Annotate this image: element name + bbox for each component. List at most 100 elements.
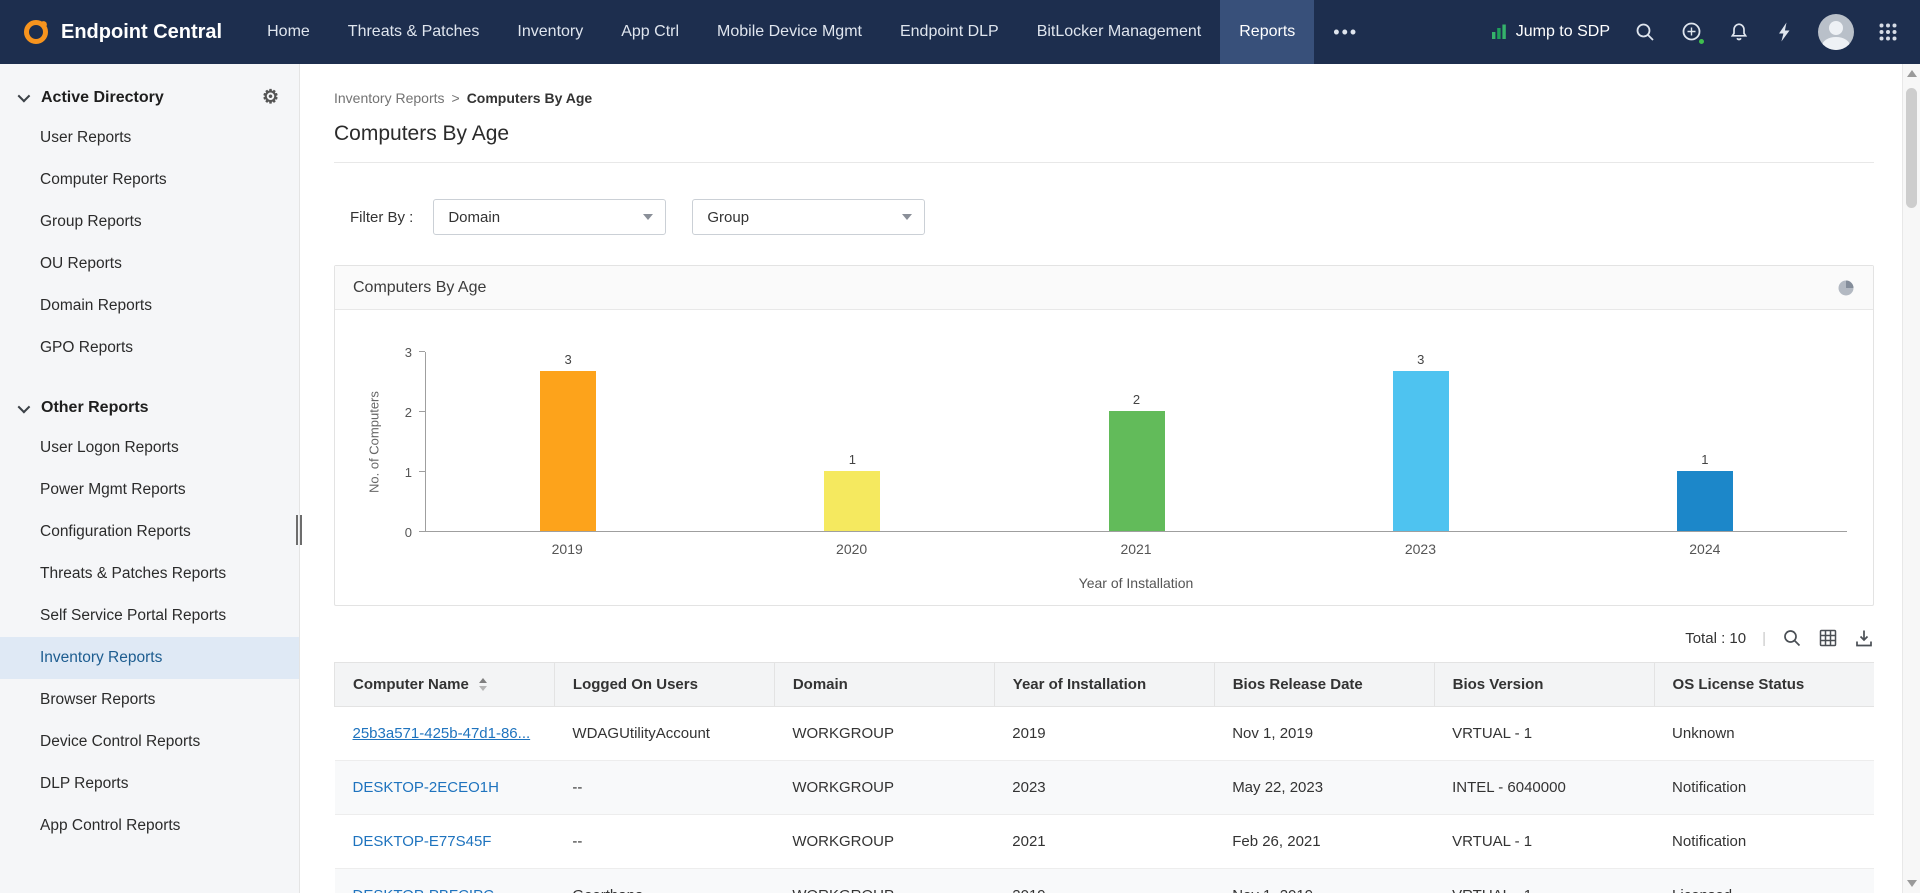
nav-item-inventory[interactable]: Inventory bbox=[517, 23, 584, 40]
computer-name-link[interactable]: 25b3a571-425b-47d1-86... bbox=[352, 725, 531, 742]
column-header-bios-version[interactable]: Bios Version bbox=[1434, 662, 1655, 707]
breadcrumb-inventory-reports[interactable]: Inventory Reports bbox=[334, 90, 445, 106]
bars-row: 3 1 2 3 1 bbox=[425, 352, 1847, 532]
sidebar-item-user-logon-reports[interactable]: User Logon Reports bbox=[40, 439, 179, 456]
column-header-logged-on-users[interactable]: Logged On Users bbox=[554, 662, 775, 707]
column-header-os-license-status[interactable]: OS License Status bbox=[1654, 662, 1874, 707]
page-title: Computers By Age bbox=[334, 122, 510, 145]
chevron-down-icon bbox=[17, 89, 31, 103]
bar-2019[interactable]: 3 bbox=[426, 352, 710, 531]
sidebar-section-active-directory[interactable]: Active Directory ⚙ bbox=[0, 78, 299, 117]
bar[interactable] bbox=[540, 371, 597, 531]
search-icon[interactable] bbox=[1634, 21, 1656, 43]
gear-icon[interactable]: ⚙ bbox=[261, 87, 279, 108]
sidebar-item-self-service-portal-reports[interactable]: Self Service Portal Reports bbox=[40, 607, 227, 624]
table-toolbar: Total : 10 | bbox=[334, 628, 1874, 648]
scrollbar-thumb[interactable] bbox=[1906, 88, 1917, 208]
sidebar-item-user-reports[interactable]: User Reports bbox=[40, 129, 132, 146]
sidebar-item-gpo-reports[interactable]: GPO Reports bbox=[40, 339, 134, 356]
export-icon[interactable] bbox=[1854, 628, 1874, 648]
filter-by-label: Filter By : bbox=[350, 208, 414, 226]
apps-grid-icon[interactable] bbox=[1878, 22, 1898, 42]
total-count-label: Total : 10 bbox=[1685, 629, 1747, 647]
sidebar-resize-handle[interactable] bbox=[294, 515, 304, 545]
chevron-down-icon bbox=[902, 214, 913, 220]
bar[interactable] bbox=[1676, 471, 1733, 531]
chart-title: Computers By Age bbox=[353, 278, 487, 296]
notifications-bell-icon[interactable] bbox=[1728, 21, 1750, 43]
sidebar-item-power-mgmt-reports[interactable]: Power Mgmt Reports bbox=[40, 481, 186, 498]
bar-2023[interactable]: 3 bbox=[1279, 352, 1563, 531]
group-filter-dropdown[interactable]: Group bbox=[692, 199, 926, 235]
support-chat-icon[interactable] bbox=[1680, 20, 1706, 46]
bar-2024[interactable]: 1 bbox=[1563, 352, 1847, 531]
x-tick-label: 2019 bbox=[551, 541, 583, 557]
breadcrumb-separator: > bbox=[451, 90, 460, 106]
sidebar-item-group-reports[interactable]: Group Reports bbox=[40, 213, 142, 230]
domain-filter-dropdown[interactable]: Domain bbox=[433, 199, 667, 235]
sort-icon[interactable] bbox=[478, 678, 487, 691]
filter-bar: Filter By : Domain Group bbox=[334, 199, 1874, 235]
y-tick-label: 0 bbox=[404, 525, 412, 540]
y-tick-label: 3 bbox=[404, 345, 412, 360]
table-view-icon[interactable] bbox=[1818, 628, 1838, 648]
bar[interactable] bbox=[824, 471, 881, 531]
sidebar-item-inventory-reports[interactable]: Inventory Reports bbox=[0, 637, 299, 679]
chart-panel: Computers By Age No. of Computers 0 1 2 3 3… bbox=[334, 265, 1874, 606]
x-tick-label: 2023 bbox=[1404, 541, 1436, 557]
computer-name-link[interactable]: DESKTOP-2ECEO1H bbox=[352, 779, 499, 796]
brand[interactable]: Endpoint Central bbox=[0, 0, 248, 64]
column-header-year-of-installation[interactable]: Year of Installation bbox=[994, 662, 1215, 707]
nav-item-home[interactable]: Home bbox=[267, 23, 310, 40]
table-row: DESKTOP-2ECEO1H -- WORKGROUP 2023 May 22… bbox=[334, 760, 1874, 815]
x-tick-label: 2021 bbox=[1120, 541, 1152, 557]
vertical-scrollbar[interactable] bbox=[1902, 64, 1920, 893]
computer-name-link[interactable]: DESKTOP-E77S45F bbox=[352, 833, 492, 850]
column-header-computer-name[interactable]: Computer Name bbox=[334, 662, 555, 707]
nav-item-app-ctrl[interactable]: App Ctrl bbox=[621, 23, 680, 40]
nav-item-mobile-device-mgmt[interactable]: Mobile Device Mgmt bbox=[717, 23, 862, 40]
nav-more-icon[interactable]: ••• bbox=[1333, 21, 1359, 42]
presence-dot bbox=[1697, 37, 1706, 46]
bar[interactable] bbox=[1108, 411, 1165, 531]
scroll-up-arrow-icon[interactable] bbox=[1907, 70, 1917, 77]
sidebar-item-domain-reports[interactable]: Domain Reports bbox=[40, 297, 152, 314]
table-row: 25b3a571-425b-47d1-86... WDAGUtilityAcco… bbox=[334, 706, 1874, 761]
y-tick-mark bbox=[419, 471, 425, 472]
avatar[interactable] bbox=[1818, 14, 1854, 50]
main-content: Inventory Reports > Computers By Age Com… bbox=[300, 64, 1902, 893]
sidebar-item-threats-patches-reports[interactable]: Threats & Patches Reports bbox=[40, 565, 227, 582]
sidebar-item-dlp-reports[interactable]: DLP Reports bbox=[40, 775, 129, 792]
sidebar-item-computer-reports[interactable]: Computer Reports bbox=[40, 171, 167, 188]
sidebar-section-other-reports[interactable]: Other Reports bbox=[0, 389, 299, 427]
whats-new-icon[interactable] bbox=[1774, 21, 1794, 43]
sidebar-item-ou-reports[interactable]: OU Reports bbox=[40, 255, 122, 272]
top-navigation-bar: Endpoint Central Home Threats & Patches … bbox=[0, 0, 1920, 64]
nav-item-endpoint-dlp[interactable]: Endpoint DLP bbox=[899, 23, 999, 40]
table-header-row: Computer Name Logged On Users Domain Yea… bbox=[334, 662, 1874, 707]
pie-chart-icon[interactable] bbox=[1837, 279, 1855, 297]
nav-item-threats-patches[interactable]: Threats & Patches bbox=[347, 23, 480, 40]
sidebar-item-browser-reports[interactable]: Browser Reports bbox=[40, 691, 156, 708]
sidebar-item-device-control-reports[interactable]: Device Control Reports bbox=[40, 733, 201, 750]
sidebar-item-app-control-reports[interactable]: App Control Reports bbox=[40, 817, 181, 834]
column-header-bios-release-date[interactable]: Bios Release Date bbox=[1214, 662, 1435, 707]
nav-item-reports[interactable]: Reports bbox=[1220, 0, 1315, 64]
table-row: DESKTOP-PBFCIPC Geerthana WORKGROUP 2019… bbox=[334, 868, 1874, 893]
main-menu: Home Threats & Patches Inventory App Ctr… bbox=[248, 0, 1377, 64]
bar[interactable] bbox=[1392, 371, 1449, 531]
bar-2021[interactable]: 2 bbox=[994, 352, 1278, 531]
table-search-icon[interactable] bbox=[1782, 628, 1802, 648]
chevron-down-icon bbox=[17, 400, 31, 413]
computer-name-link[interactable]: DESKTOP-PBFCIPC bbox=[353, 887, 494, 893]
bar-2020[interactable]: 1 bbox=[710, 352, 994, 531]
endpoint-central-logo-icon bbox=[22, 18, 50, 46]
column-header-domain[interactable]: Domain bbox=[774, 662, 995, 707]
sidebar-item-configuration-reports[interactable]: Configuration Reports bbox=[40, 523, 191, 540]
scroll-down-arrow-icon[interactable] bbox=[1907, 880, 1917, 887]
jump-to-sdp-button[interactable]: Jump to SDP bbox=[1490, 23, 1610, 41]
sidebar: Active Directory ⚙ User Reports Computer… bbox=[0, 64, 300, 893]
breadcrumb-current: Computers By Age bbox=[466, 90, 593, 106]
y-tick-label: 1 bbox=[404, 465, 412, 480]
nav-item-bitlocker-management[interactable]: BitLocker Management bbox=[1036, 23, 1202, 40]
